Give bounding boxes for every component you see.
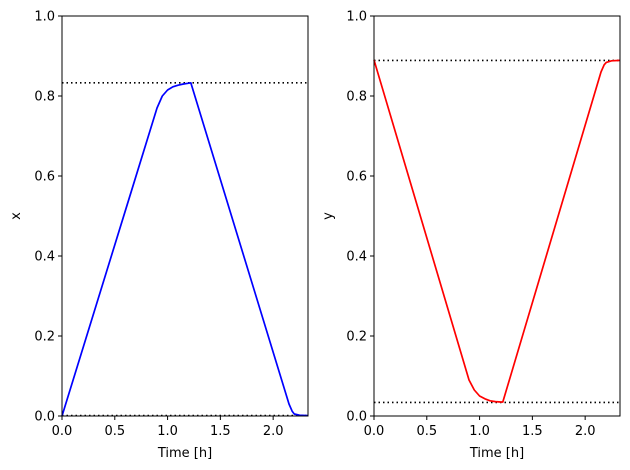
x-tick-label: 1.5 <box>522 424 543 439</box>
x-axis-label: Time [h] <box>157 446 212 461</box>
plot-frame <box>61 15 309 417</box>
y-tick-label: 0.2 <box>346 330 367 345</box>
y-tick-label: 0.0 <box>34 410 55 425</box>
plot-frame <box>373 15 621 417</box>
y-axis-label: x <box>9 212 24 220</box>
x-tick-label: 0.0 <box>52 424 73 439</box>
y-tick-label: 0.0 <box>346 410 367 425</box>
x-tick-label: 2.0 <box>263 424 284 439</box>
y-tick-label: 0.6 <box>34 170 55 185</box>
chart-panel-1: 0.0 0.5 1.0 1.5 2.0 0.0 0.2 0.4 0.6 0.8 1.0 Time [h… <box>9 10 309 461</box>
y-tick-label: 0.4 <box>34 250 55 265</box>
y-tick-label: 0.8 <box>346 90 367 105</box>
y-tick-label: 0.6 <box>346 170 367 185</box>
series-line <box>373 59 621 403</box>
y-tick-label: 1.0 <box>346 10 367 25</box>
x-tick-label: 1.5 <box>210 424 231 439</box>
x-axis-label: Time [h] <box>469 446 524 461</box>
x-tick-label: 0.5 <box>416 424 437 439</box>
x-tick-label: 1.0 <box>469 424 490 439</box>
y-tick-label: 1.0 <box>34 10 55 25</box>
y-tick-label: 0.4 <box>346 250 367 265</box>
y-tick-label: 0.8 <box>34 90 55 105</box>
series-line <box>61 81 309 417</box>
y-axis-label: y <box>321 212 336 220</box>
y-tick-label: 0.2 <box>34 330 55 345</box>
chart-panel-2: 0.0 0.5 1.0 1.5 2.0 0.0 0.2 0.4 0.6 0.8 1.0 Time [h… <box>321 10 621 461</box>
x-tick-label: 0.0 <box>364 424 385 439</box>
x-tick-label: 2.0 <box>575 424 596 439</box>
x-tick-label: 1.0 <box>157 424 178 439</box>
x-tick-label: 0.5 <box>104 424 125 439</box>
